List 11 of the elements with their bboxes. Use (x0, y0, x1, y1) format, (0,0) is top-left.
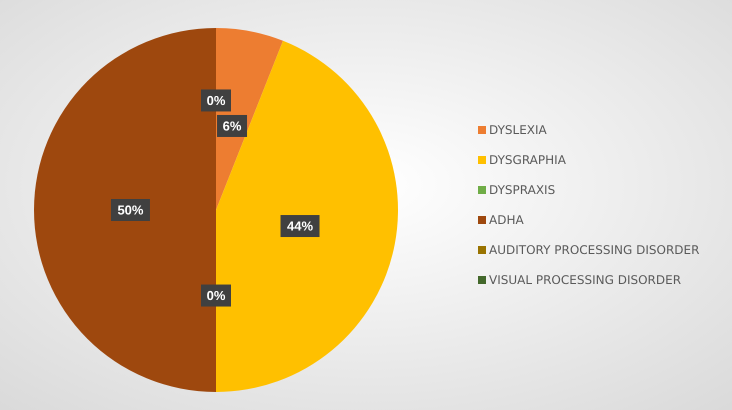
data-label: 44% (287, 218, 314, 234)
text: 0% (206, 288, 226, 304)
text: 0% (206, 93, 226, 108)
legend-label: AUDITORY PROCESSING DISORDER (489, 243, 700, 258)
legend-label: DYSGRAPHIA (489, 153, 567, 168)
data-label: 50% (117, 202, 144, 218)
legend-label: DYSLEXIA (489, 123, 548, 138)
legend-label: ADHA (489, 213, 524, 228)
data-label: 6% (222, 118, 242, 134)
legend-label: VISUAL PROCESSING DISORDER (489, 273, 682, 288)
legend-label: DYSPRAXIS (489, 183, 556, 198)
